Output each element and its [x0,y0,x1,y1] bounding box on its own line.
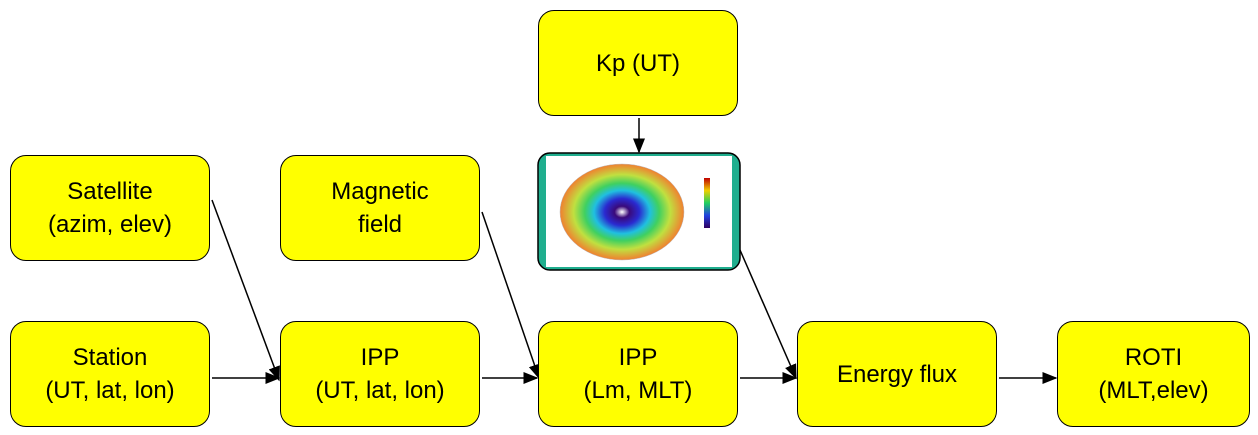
node-satellite: Satellite (azim, elev) [10,155,210,261]
node-label: ROTI [1124,344,1183,371]
node-label: field [357,211,403,238]
arrows [211,118,1058,384]
node-ipp-mag: IPP (Lm, MLT) [538,321,738,427]
node-label: Station [72,344,148,371]
node-label: (Lm, MLT) [583,377,693,404]
node-label: Satellite [67,178,153,205]
node-roti: ROTI (MLT,elev) [1057,321,1250,427]
node-label: Kp (UT) [596,49,680,77]
node-kp: Kp (UT) [538,10,738,116]
node-station: Station (UT, lat, lon) [10,321,210,427]
node-label: Energy flux [836,360,958,388]
node-ipp-geo: IPP (UT, lat, lon) [280,321,480,427]
node-label: (azim, elev) [47,211,173,238]
node-label: Magnetic [331,178,429,205]
node-label: (MLT,elev) [1098,377,1209,404]
node-label: (UT, lat, lon) [315,377,445,404]
node-label: IPP [360,344,400,371]
node-label: IPP [618,344,658,371]
auroral-map [537,152,741,271]
node-label: (UT, lat, lon) [45,377,175,404]
node-energy-flux: Energy flux [797,321,997,427]
node-magnetic-field: Magnetic field [280,155,480,261]
